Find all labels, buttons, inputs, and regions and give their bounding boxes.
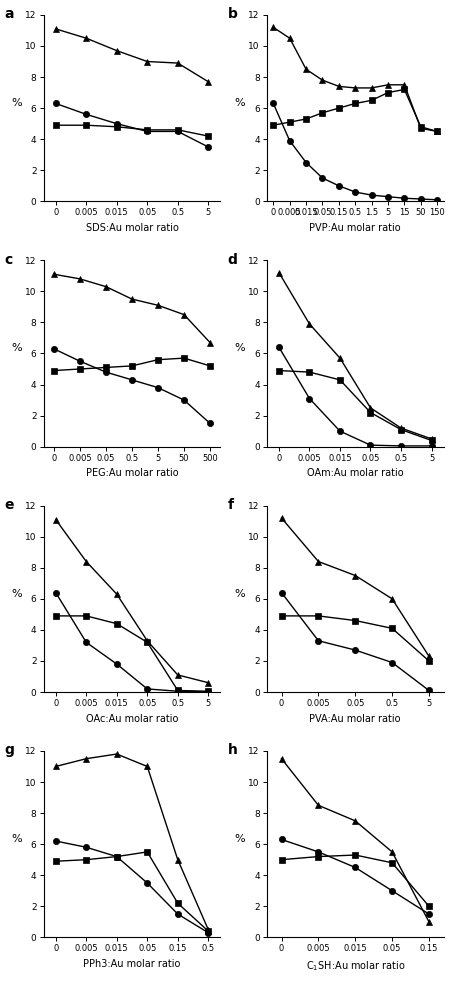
Y-axis label: %: % [235, 98, 245, 108]
Text: d: d [228, 253, 238, 267]
Y-axis label: %: % [235, 343, 245, 353]
Y-axis label: %: % [235, 834, 245, 844]
X-axis label: PPh3:Au molar ratio: PPh3:Au molar ratio [83, 958, 181, 969]
Text: g: g [5, 744, 15, 757]
Y-axis label: %: % [11, 834, 22, 844]
X-axis label: OAc:Au molar ratio: OAc:Au molar ratio [86, 713, 178, 724]
Y-axis label: %: % [11, 343, 22, 353]
X-axis label: OAm:Au molar ratio: OAm:Au molar ratio [307, 468, 404, 478]
Text: e: e [5, 498, 14, 512]
Y-axis label: %: % [11, 589, 22, 598]
X-axis label: PVA:Au molar ratio: PVA:Au molar ratio [310, 713, 401, 724]
Text: c: c [5, 253, 13, 267]
X-axis label: PEG:Au molar ratio: PEG:Au molar ratio [86, 468, 178, 478]
Text: b: b [228, 8, 238, 22]
X-axis label: PVP:Au molar ratio: PVP:Au molar ratio [310, 223, 401, 232]
Text: a: a [5, 8, 14, 22]
Text: h: h [228, 744, 238, 757]
Y-axis label: %: % [11, 98, 22, 108]
X-axis label: C$_{1}$SH:Au molar ratio: C$_{1}$SH:Au molar ratio [306, 958, 405, 973]
X-axis label: SDS:Au molar ratio: SDS:Au molar ratio [85, 223, 178, 232]
Y-axis label: %: % [235, 589, 245, 598]
Text: f: f [228, 498, 234, 512]
